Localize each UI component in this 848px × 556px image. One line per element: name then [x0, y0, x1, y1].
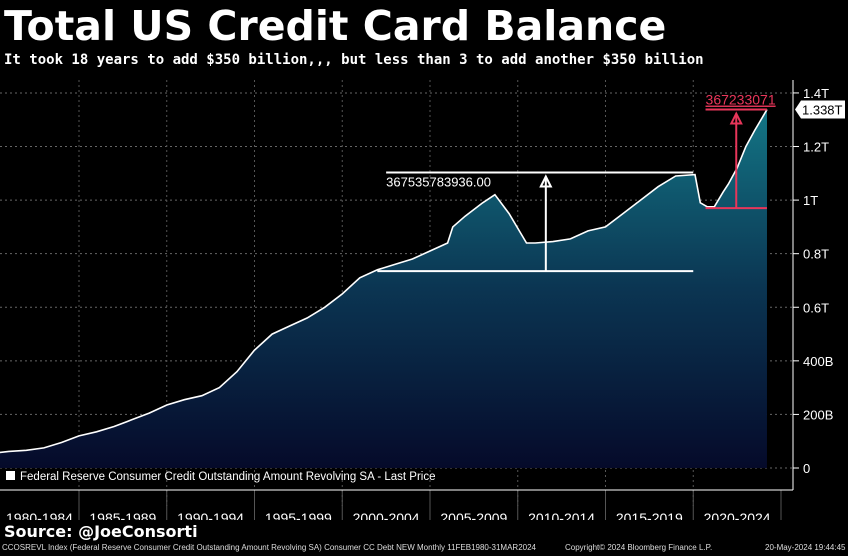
- legend-label: Federal Reserve Consumer Credit Outstand…: [20, 471, 435, 483]
- chart-title: Total US Credit Card Balance: [4, 2, 667, 50]
- chart-subtitle: It took 18 years to add $350 billion,,, …: [4, 52, 704, 68]
- series-area: [0, 109, 767, 468]
- y-tick-label: 200B: [803, 407, 833, 422]
- x-category-label: 2010-2014: [528, 510, 595, 520]
- index-description: CCOSREVL Index (Federal Reserve Consumer…: [2, 543, 537, 552]
- x-category-label: 1995-1999: [265, 510, 332, 520]
- chart: 0 200B 400B 0.6T 0.8T 1T 1.2T 1.4T 1980-1984 1985…: [0, 80, 845, 520]
- arrow-head-icon: [539, 174, 553, 188]
- arrow-head-icon: [729, 111, 743, 125]
- y-tick-label: 1.4T: [803, 86, 829, 101]
- x-category-label: 2000-2004: [353, 510, 420, 520]
- x-category-label: 2005-2009: [440, 510, 507, 520]
- last-price-label: 1.338T: [802, 103, 843, 118]
- last-price-tag: [795, 100, 845, 119]
- source-label: Source: @JoeConsorti: [4, 522, 198, 541]
- annotation-label: 367535783936.00: [386, 175, 491, 190]
- y-tick-label: 400B: [803, 354, 833, 369]
- x-category-label: 2020-2024: [704, 510, 771, 520]
- y-tick-label: 1T: [803, 193, 818, 208]
- y-tick-label: 0: [803, 461, 810, 476]
- x-category-label: 1990-1994: [177, 510, 244, 520]
- y-tick-label: 0.6T: [803, 300, 829, 315]
- x-category-label: 2015-2019: [616, 510, 683, 520]
- timestamp: 20-May-2024 19:44:45: [765, 543, 846, 552]
- y-tick-label: 0.8T: [803, 247, 829, 262]
- x-category-label: 1980-1984: [6, 510, 73, 520]
- legend-swatch: [6, 471, 15, 480]
- copyright: Copyright© 2024 Bloomberg Finance L.P.: [565, 543, 713, 552]
- series-line: [0, 109, 768, 454]
- annotation-label: 367233071: [706, 92, 776, 108]
- y-tick-label: 1.2T: [803, 140, 829, 155]
- x-category-label: 1985-1989: [89, 510, 156, 520]
